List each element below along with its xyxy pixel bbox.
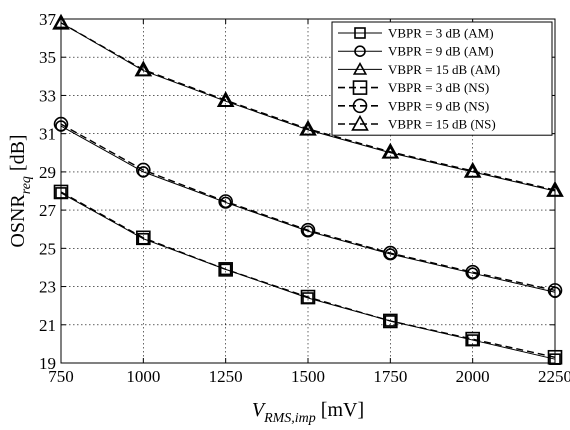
x-tick-label: 1750 bbox=[373, 367, 407, 386]
data-point-s6-2 bbox=[134, 60, 153, 77]
legend-label-2: VBPR = 9 dB (AM) bbox=[388, 44, 494, 59]
legend: VBPR = 3 dB (AM) VBPR = 9 dB (AM) VBPR = 1… bbox=[331, 21, 553, 136]
data-point-s4-2 bbox=[136, 230, 151, 246]
legend-label-1: VBPR = 3 dB (AM) bbox=[388, 26, 494, 41]
data-point-s1-5 bbox=[384, 315, 397, 327]
data-point-s4-6 bbox=[465, 331, 480, 347]
y-tick-label: 23 bbox=[39, 278, 56, 297]
y-axis-label: OSNRreq [dB] bbox=[7, 134, 34, 247]
data-point-s5-6 bbox=[465, 264, 480, 280]
legend-box bbox=[331, 21, 553, 136]
x-tick-label: 750 bbox=[48, 367, 74, 386]
data-point-s4-4 bbox=[300, 289, 316, 305]
y-tick-label: 29 bbox=[39, 163, 56, 182]
y-tick-label: 37 bbox=[39, 10, 57, 29]
data-point-s4-3 bbox=[218, 262, 233, 277]
y-tick-label: 35 bbox=[39, 48, 56, 67]
data-point-s6-6 bbox=[463, 161, 482, 178]
legend-marker-4 bbox=[352, 80, 368, 95]
series-line-4 bbox=[60, 191, 556, 358]
x-axis-label: VRMS,imp [mV] bbox=[252, 399, 364, 425]
legend-label-5: VBPR = 9 dB (NS) bbox=[388, 98, 489, 113]
legend-marker-1 bbox=[354, 27, 366, 39]
data-point-s1-3 bbox=[219, 263, 232, 276]
data-point-s6-5 bbox=[381, 142, 400, 159]
data-point-s6-3 bbox=[216, 91, 235, 108]
series-layer bbox=[52, 13, 564, 365]
data-point-s5-3 bbox=[218, 194, 233, 209]
x-tick-label: 2000 bbox=[456, 367, 490, 386]
series-line-3 bbox=[60, 22, 556, 192]
legend-marker-3 bbox=[352, 62, 368, 75]
series-line-5 bbox=[60, 123, 556, 292]
data-point-s4-5 bbox=[383, 313, 398, 329]
data-point-s5-4 bbox=[300, 222, 316, 238]
y-tick-label: 19 bbox=[39, 354, 56, 373]
legend-marker-2 bbox=[354, 45, 366, 58]
y-tick-label: 31 bbox=[39, 125, 56, 144]
series-line-1 bbox=[60, 192, 556, 360]
legend-marker-5 bbox=[352, 98, 368, 114]
y-tick-label: 33 bbox=[39, 86, 56, 105]
axes: 750 1000 1250 1500 1750 2000 2250 19 21 23 25 27 29 3… bbox=[7, 10, 570, 426]
series-line-6 bbox=[60, 22, 556, 191]
legend-label-6: VBPR = 15 dB (NS) bbox=[388, 117, 496, 132]
x-tick-label: 1500 bbox=[291, 367, 325, 386]
data-point-s5-2 bbox=[136, 162, 151, 178]
data-point-s5-5 bbox=[383, 245, 398, 261]
legend-marker-6 bbox=[351, 114, 369, 131]
x-tick-label: 1000 bbox=[126, 367, 160, 386]
y-tick-label: 27 bbox=[39, 201, 57, 220]
y-tick-label: 21 bbox=[39, 316, 56, 335]
y-tick-label: 25 bbox=[39, 239, 56, 258]
legend-label-3: VBPR = 15 dB (AM) bbox=[388, 62, 500, 77]
x-tick-label: 2250 bbox=[538, 367, 570, 386]
data-point-s6-4 bbox=[299, 119, 317, 136]
legend-label-4: VBPR = 3 dB (NS) bbox=[388, 80, 489, 95]
series-line-2 bbox=[60, 125, 556, 293]
x-tick-label: 1250 bbox=[209, 367, 243, 386]
